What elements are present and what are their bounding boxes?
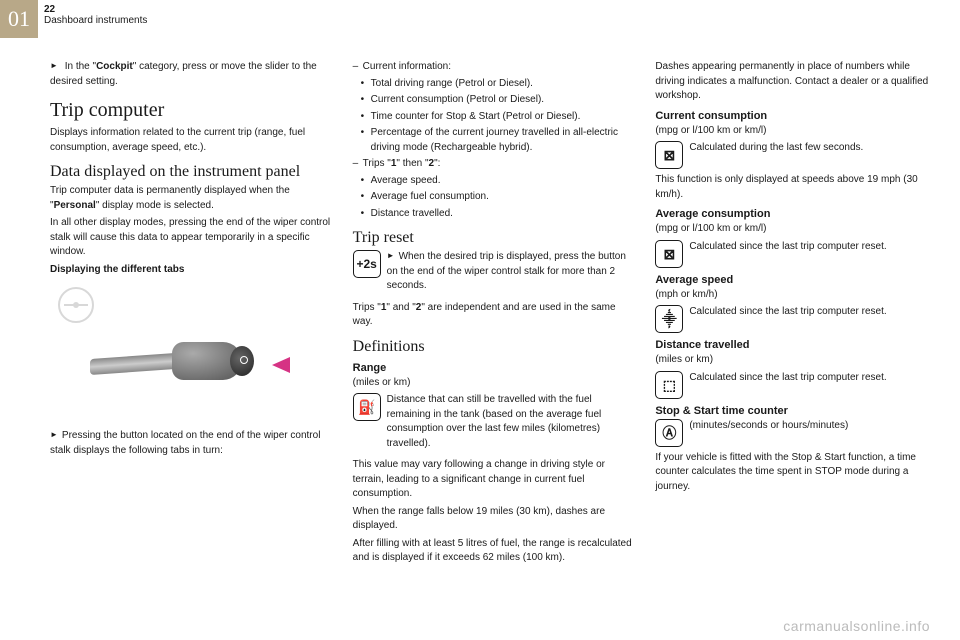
odometer-icon: ⬚ <box>655 371 683 399</box>
paragraph: Distance that can still be travelled wit… <box>387 393 638 451</box>
heading-definitions: Definitions <box>353 338 638 356</box>
unit-label: (minutes/seconds or hours/minutes) <box>689 419 940 434</box>
glyph: Ⓐ <box>662 426 676 440</box>
speedometer-icon: ⸎ <box>655 305 683 333</box>
paragraph: Calculated since the last trip computer … <box>689 305 940 320</box>
paragraph: This value may vary following a change i… <box>353 458 638 502</box>
subheading-displaying-tabs: Displaying the different tabs <box>50 263 335 278</box>
section-title: Dashboard instruments <box>44 15 147 26</box>
list-item: Current information: <box>353 60 638 75</box>
icon-2s: +2s <box>353 250 381 278</box>
page-info: 22 Dashboard instruments <box>44 0 147 26</box>
text: " and " <box>386 302 415 313</box>
heading-distance-travelled: Distance travelled <box>655 339 940 351</box>
steering-wheel-icon <box>58 287 94 323</box>
heading-average-speed: Average speed <box>655 274 940 286</box>
paragraph: If your vehicle is fitted with the Stop … <box>655 451 940 495</box>
instruction-press-button: Pressing the button located on the end o… <box>50 429 335 458</box>
list-item: Current consumption (Petrol or Diesel). <box>353 93 638 108</box>
paragraph: Dashes appearing permanently in place of… <box>655 60 940 104</box>
content-columns: In the "Cockpit" category, press or move… <box>50 60 940 610</box>
list-tabs: Current information: Total driving range… <box>353 60 638 221</box>
heading-average-consumption: Average consumption <box>655 208 940 220</box>
list-item: Time counter for Stop & Start (Petrol or… <box>353 110 638 125</box>
text-bold: Cockpit <box>96 61 133 72</box>
glyph: ⛽ <box>358 400 375 414</box>
text: ": <box>434 158 440 169</box>
list-item: Average speed. <box>353 174 638 189</box>
paragraph: Calculated since the last trip computer … <box>689 371 940 386</box>
list-item: Distance travelled. <box>353 207 638 222</box>
paragraph: Trip computer data is permanently displa… <box>50 184 335 213</box>
list-item: Total driving range (Petrol or Diesel). <box>353 77 638 92</box>
icon-row-timer: Ⓐ (minutes/seconds or hours/minutes) <box>655 419 940 447</box>
instruction-trip-reset: When the desired trip is displayed, pres… <box>387 250 638 294</box>
heading-current-consumption: Current consumption <box>655 110 940 122</box>
paragraph: Calculated since the last trip computer … <box>689 240 940 255</box>
text: In the " <box>65 61 96 72</box>
paragraph: When the range falls below 19 miles (30 … <box>353 505 638 534</box>
paragraph: Displays information related to the curr… <box>50 126 335 155</box>
gauge-icon: ⊠ <box>655 240 683 268</box>
gauge-icon: ⊠ <box>655 141 683 169</box>
paragraph: Trips "1" and "2" are independent and ar… <box>353 301 638 330</box>
figure-wiper-stalk <box>50 283 335 423</box>
list-item: Trips "1" then "2": <box>353 157 638 172</box>
unit-label: (mpg or l/100 km or km/l) <box>655 222 940 237</box>
heading-trip-reset: Trip reset <box>353 229 638 247</box>
glyph: ⊠ <box>663 148 675 162</box>
stalk-illustration <box>90 328 260 398</box>
page-number: 22 <box>44 4 147 15</box>
unit-label: (mpg or l/100 km or km/l) <box>655 124 940 139</box>
heading-trip-computer: Trip computer <box>50 99 335 122</box>
chapter-number: 01 <box>0 0 38 38</box>
page-header: 01 22 Dashboard instruments <box>0 0 147 38</box>
paragraph: This function is only displayed at speed… <box>655 173 940 202</box>
icon-row-gauge: ⊠ Calculated during the last few seconds… <box>655 141 940 169</box>
icon-row-odo: ⬚ Calculated since the last trip compute… <box>655 371 940 399</box>
text: " display mode is selected. <box>96 200 214 211</box>
timer-icon: Ⓐ <box>655 419 683 447</box>
icon-row-gauge2: ⊠ Calculated since the last trip compute… <box>655 240 940 268</box>
paragraph: After filling with at least 5 litres of … <box>353 537 638 566</box>
unit-label: (miles or km) <box>655 353 940 368</box>
text: Trips " <box>353 302 381 313</box>
instruction-cockpit: In the "Cockpit" category, press or move… <box>50 60 335 89</box>
icon-row-fuel: ⛽ Distance that can still be travelled w… <box>353 393 638 454</box>
icon-row-speedo: ⸎ Calculated since the last trip compute… <box>655 305 940 333</box>
watermark: carmanualsonline.info <box>783 618 930 634</box>
glyph: ⬚ <box>663 378 676 392</box>
text: Trips " <box>363 158 391 169</box>
glyph: ⊠ <box>663 247 675 261</box>
heading-stop-start: Stop & Start time counter <box>655 405 940 417</box>
text-bold: Personal <box>54 200 96 211</box>
text: " then " <box>396 158 428 169</box>
list-item: Average fuel consumption. <box>353 190 638 205</box>
icon-row-2s: +2s When the desired trip is displayed, … <box>353 250 638 297</box>
paragraph: In all other display modes, pressing the… <box>50 216 335 260</box>
heading-range: Range <box>353 362 638 374</box>
pink-arrow-indicator <box>272 357 290 373</box>
unit-label: (miles or km) <box>353 376 638 391</box>
list-item: Percentage of the current journey travel… <box>353 126 638 155</box>
glyph: ⸎ <box>662 312 677 326</box>
fuel-pump-icon: ⛽ <box>353 393 381 421</box>
heading-data-displayed: Data displayed on the instrument panel <box>50 163 335 181</box>
unit-label: (mph or km/h) <box>655 288 940 303</box>
paragraph: Calculated during the last few seconds. <box>689 141 940 156</box>
